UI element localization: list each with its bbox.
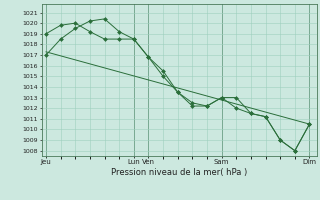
X-axis label: Pression niveau de la mer( hPa ): Pression niveau de la mer( hPa ) xyxy=(111,168,247,177)
